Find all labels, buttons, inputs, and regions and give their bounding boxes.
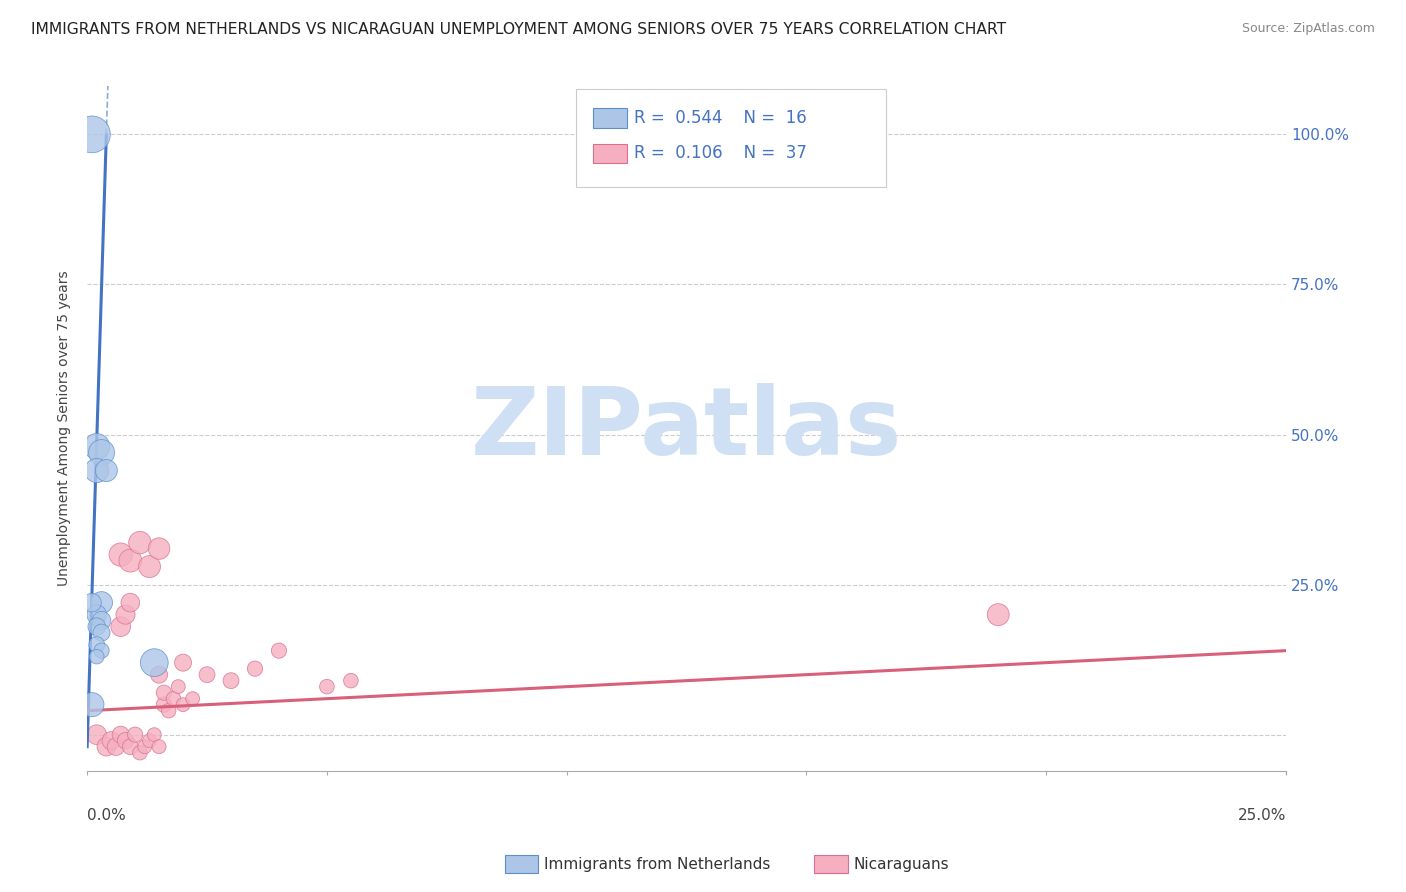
Point [120, 596, 142, 610]
Point [987, 607, 1010, 622]
Point [138, 733, 160, 747]
Y-axis label: Unemployment Among Seniors over 75 years: Unemployment Among Seniors over 75 years [58, 270, 72, 586]
Point [162, 691, 184, 706]
Text: 25.0%: 25.0% [1237, 808, 1286, 823]
Text: Source: ZipAtlas.com: Source: ZipAtlas.com [1241, 22, 1375, 36]
Point [86, 638, 108, 652]
Point [340, 673, 363, 688]
Text: R =  0.544    N =  16: R = 0.544 N = 16 [634, 109, 807, 127]
Text: Nicaraguans: Nicaraguans [853, 857, 949, 871]
Point [138, 559, 160, 574]
Point [80, 128, 103, 142]
Point [90, 445, 112, 459]
Point [90, 643, 112, 657]
Point [110, 620, 132, 634]
Point [143, 728, 166, 742]
Point [153, 698, 176, 712]
Point [243, 662, 266, 676]
Point [124, 728, 146, 742]
Point [114, 607, 136, 622]
Point [195, 667, 218, 681]
Point [104, 739, 127, 754]
Point [129, 746, 152, 760]
Point [120, 739, 142, 754]
Point [110, 548, 132, 562]
Point [90, 614, 112, 628]
Point [110, 728, 132, 742]
Point [86, 607, 108, 622]
Point [129, 535, 152, 549]
Text: ZIPatlas: ZIPatlas [471, 383, 903, 475]
Point [100, 733, 122, 747]
Point [96, 739, 118, 754]
Point [80, 698, 103, 712]
Point [143, 656, 166, 670]
Text: Immigrants from Netherlands: Immigrants from Netherlands [544, 857, 770, 871]
Text: R =  0.106    N =  37: R = 0.106 N = 37 [634, 145, 807, 162]
Point [219, 673, 242, 688]
Point [181, 691, 204, 706]
Point [134, 739, 156, 754]
Point [172, 656, 194, 670]
Point [267, 643, 290, 657]
Point [86, 620, 108, 634]
Text: 0.0%: 0.0% [87, 808, 127, 823]
Point [80, 596, 103, 610]
Point [167, 680, 190, 694]
Point [148, 667, 170, 681]
Point [114, 733, 136, 747]
Point [90, 596, 112, 610]
Point [172, 698, 194, 712]
Point [316, 680, 339, 694]
Point [148, 541, 170, 556]
Point [86, 464, 108, 478]
Point [86, 649, 108, 664]
Point [157, 704, 180, 718]
Point [96, 464, 118, 478]
Point [86, 728, 108, 742]
Point [120, 553, 142, 567]
Point [153, 686, 176, 700]
Point [86, 440, 108, 454]
Text: IMMIGRANTS FROM NETHERLANDS VS NICARAGUAN UNEMPLOYMENT AMONG SENIORS OVER 75 YEA: IMMIGRANTS FROM NETHERLANDS VS NICARAGUA… [31, 22, 1007, 37]
Point [148, 739, 170, 754]
Point [90, 625, 112, 640]
